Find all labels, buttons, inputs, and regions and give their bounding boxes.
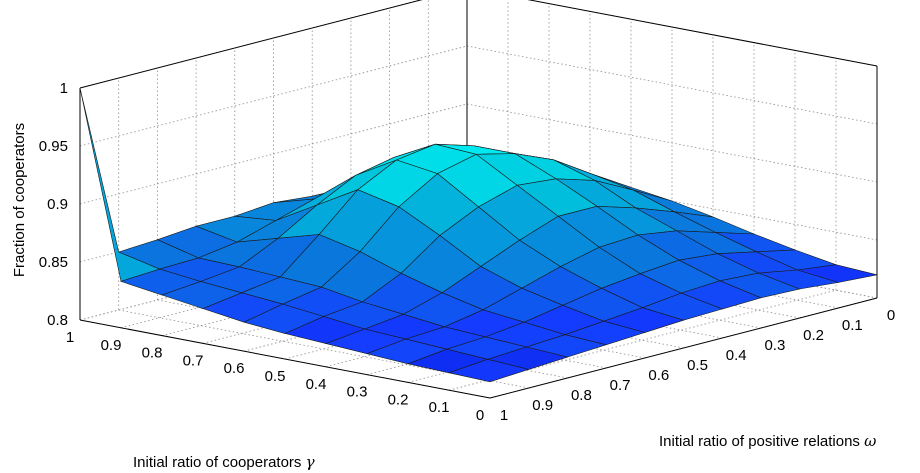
x-tick-label: 0.8	[571, 387, 592, 404]
y-axis-title-text: Initial ratio of cooperators	[133, 454, 301, 471]
x-tick-label: 0.9	[532, 397, 553, 414]
x-tick-label: 0.2	[803, 327, 824, 344]
y-tick-label: 0	[476, 407, 484, 424]
floor-grid-line	[448, 289, 837, 391]
y-tick-label: 1	[66, 329, 74, 346]
x-tick-label: 0.7	[610, 377, 631, 394]
x-tick-label: 1	[500, 407, 508, 424]
y-tick-label: 0.5	[265, 368, 286, 385]
grid-line	[79, 0, 423, 89]
z-tick-label: 0.9	[47, 196, 68, 213]
x-axis-title-text: Initial ratio of positive relations	[659, 433, 860, 450]
grid-line	[466, 103, 878, 183]
surface-layer	[79, 87, 878, 383]
grid-line	[527, 0, 878, 67]
z-tick-label: 1	[60, 80, 68, 97]
x-axis-title: Initial ratio of positive relations ω	[659, 432, 876, 450]
box-edge	[527, 0, 878, 67]
label-layer: Fraction of cooperators Initial ratio of…	[11, 80, 895, 471]
x-tick-label: 0.1	[842, 317, 863, 334]
z-tick-label: 0.95	[39, 138, 68, 155]
x-tick-label: 0.3	[764, 337, 785, 354]
y-tick-label: 0.6	[224, 360, 245, 377]
x-axis-symbol: ω	[864, 432, 876, 450]
y-tick-label: 0.9	[101, 337, 122, 354]
y-tick-label: 0.4	[306, 376, 327, 393]
grid-line	[79, 45, 468, 147]
floor-grid-line	[118, 309, 529, 389]
y-tick-label: 0.1	[429, 399, 450, 416]
surface-patch	[447, 358, 530, 383]
y-axis-title: Initial ratio of cooperators γ	[133, 453, 315, 471]
y-tick-label: 0.7	[183, 352, 204, 369]
y-tick-label: 0.2	[388, 391, 409, 408]
x-tick-label: 0.4	[726, 347, 747, 364]
y-tick-label: 0.8	[142, 345, 163, 362]
y-tick-label: 0.3	[347, 384, 368, 401]
z-tick-label: 0.85	[39, 254, 68, 271]
box-edge	[79, 0, 423, 89]
z-tick-label: 0.8	[47, 312, 68, 329]
y-axis-line	[79, 319, 491, 399]
grid-line	[79, 103, 468, 205]
x-tick-label: 0.6	[648, 367, 669, 384]
grid-line	[466, 45, 878, 125]
x-tick-label: 0	[887, 307, 895, 324]
z-axis-title: Fraction of cooperators	[11, 123, 28, 277]
y-axis-symbol: γ	[306, 453, 315, 471]
x-axis-line	[489, 297, 878, 399]
x-tick-label: 0.5	[687, 357, 708, 374]
